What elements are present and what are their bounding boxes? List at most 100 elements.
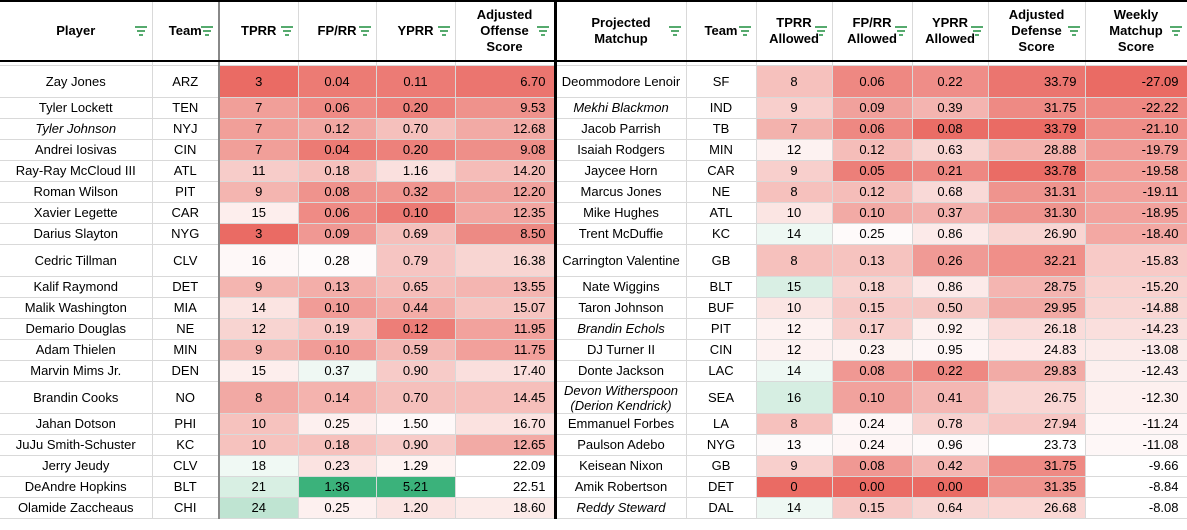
projected-matchup-cell[interactable]: Trent McDuffie	[555, 223, 687, 245]
fprr-cell[interactable]: 0.37	[298, 360, 377, 382]
table-row[interactable]: Jahan Dotson PHI 10 0.25 1.50 16.70 Emmanuel F…	[0, 413, 1187, 435]
projected-matchup-cell[interactable]: Amik Robertson	[555, 476, 687, 498]
table-row[interactable]: Darius Slayton NYG 3 0.09 0.69 8.50 Trent McDu…	[0, 223, 1187, 245]
adjusted-offense-score-cell[interactable]: 15.07	[455, 297, 557, 319]
team-cell[interactable]: CLV	[152, 455, 220, 477]
yprr-allowed-cell[interactable]: 0.68	[912, 181, 989, 203]
player-cell[interactable]: JuJu Smith-Schuster	[0, 434, 153, 456]
fprr-cell[interactable]: 0.12	[298, 118, 377, 140]
filter-icon[interactable]	[668, 26, 681, 36]
yprr-allowed-cell[interactable]: 0.86	[912, 223, 989, 245]
weekly-matchup-score-cell[interactable]: -9.66	[1085, 455, 1187, 477]
team-cell[interactable]: NYG	[152, 223, 220, 245]
yprr-cell[interactable]: 0.90	[376, 434, 456, 456]
table-row[interactable]: Kalif Raymond DET 9 0.13 0.65 13.55 Nate Wiggi…	[0, 276, 1187, 298]
player-cell[interactable]: Demario Douglas	[0, 318, 153, 340]
tprr-cell[interactable]: 9	[218, 276, 299, 298]
adjusted-offense-score-cell[interactable]: 12.20	[455, 181, 557, 203]
table-row[interactable]: Xavier Legette CAR 15 0.06 0.10 12.35 Mike Hug…	[0, 202, 1187, 224]
yprr-allowed-cell[interactable]: 0.39	[912, 97, 989, 119]
adjusted-offense-score-cell[interactable]: 9.53	[455, 97, 557, 119]
tprr-allowed-cell[interactable]: 14	[756, 223, 833, 245]
fprr-cell[interactable]: 0.18	[298, 434, 377, 456]
fprr-allowed-cell[interactable]: 0.12	[832, 139, 913, 161]
weekly-matchup-score-cell[interactable]: -14.88	[1085, 297, 1187, 319]
col-header-yprr[interactable]: YPRR	[376, 0, 456, 62]
weekly-matchup-score-cell[interactable]: -8.84	[1085, 476, 1187, 498]
player-cell[interactable]: Cedric Tillman	[0, 244, 153, 277]
fprr-cell[interactable]: 0.06	[298, 202, 377, 224]
tprr-cell[interactable]: 3	[218, 65, 299, 98]
team-cell[interactable]: CIN	[152, 139, 220, 161]
projected-matchup-cell[interactable]: Carrington Valentine	[555, 244, 687, 277]
col-header-team[interactable]: Team	[152, 0, 220, 62]
weekly-matchup-score-cell[interactable]: -12.43	[1085, 360, 1187, 382]
yprr-cell[interactable]: 0.90	[376, 360, 456, 382]
weekly-matchup-score-cell[interactable]: -14.23	[1085, 318, 1187, 340]
adjusted-defense-score-cell[interactable]: 26.68	[988, 497, 1086, 519]
yprr-allowed-cell[interactable]: 0.92	[912, 318, 989, 340]
tprr-allowed-cell[interactable]: 15	[756, 276, 833, 298]
fprr-allowed-cell[interactable]: 0.18	[832, 276, 913, 298]
tprr-cell[interactable]: 16	[218, 244, 299, 277]
adjusted-offense-score-cell[interactable]: 14.45	[455, 381, 557, 414]
team-cell[interactable]: ARZ	[152, 65, 220, 98]
fprr-cell[interactable]: 0.06	[298, 97, 377, 119]
projected-matchup-cell[interactable]: Reddy Steward	[555, 497, 687, 519]
weekly-matchup-score-cell[interactable]: -11.08	[1085, 434, 1187, 456]
yprr-allowed-cell[interactable]: 0.22	[912, 360, 989, 382]
adjusted-defense-score-cell[interactable]: 31.35	[988, 476, 1086, 498]
filter-icon[interactable]	[1067, 26, 1080, 36]
defense-team-cell[interactable]: PIT	[686, 318, 757, 340]
team-cell[interactable]: CAR	[152, 202, 220, 224]
player-cell[interactable]: Olamide Zaccheaus	[0, 497, 153, 519]
tprr-cell[interactable]: 24	[218, 497, 299, 519]
tprr-cell[interactable]: 7	[218, 118, 299, 140]
col-header-adjusted-offense-score[interactable]: Adjusted Offense Score	[455, 0, 557, 62]
adjusted-defense-score-cell[interactable]: 33.78	[988, 160, 1086, 182]
tprr-allowed-cell[interactable]: 16	[756, 381, 833, 414]
projected-matchup-cell[interactable]: Brandin Echols	[555, 318, 687, 340]
yprr-cell[interactable]: 0.10	[376, 202, 456, 224]
adjusted-offense-score-cell[interactable]: 16.38	[455, 244, 557, 277]
weekly-matchup-score-cell[interactable]: -15.83	[1085, 244, 1187, 277]
adjusted-offense-score-cell[interactable]: 12.65	[455, 434, 557, 456]
tprr-allowed-cell[interactable]: 0	[756, 476, 833, 498]
yprr-cell[interactable]: 0.70	[376, 118, 456, 140]
player-cell[interactable]: Marvin Mims Jr.	[0, 360, 153, 382]
yprr-cell[interactable]: 0.20	[376, 139, 456, 161]
yprr-allowed-cell[interactable]: 0.08	[912, 118, 989, 140]
team-cell[interactable]: TEN	[152, 97, 220, 119]
table-row[interactable]: Adam Thielen MIN 9 0.10 0.59 11.75 DJ Turner I…	[0, 339, 1187, 361]
fprr-allowed-cell[interactable]: 0.15	[832, 297, 913, 319]
fprr-allowed-cell[interactable]: 0.06	[832, 118, 913, 140]
team-cell[interactable]: DET	[152, 276, 220, 298]
projected-matchup-cell[interactable]: Nate Wiggins	[555, 276, 687, 298]
fprr-allowed-cell[interactable]: 0.10	[832, 381, 913, 414]
adjusted-defense-score-cell[interactable]: 31.75	[988, 455, 1086, 477]
fprr-allowed-cell[interactable]: 0.10	[832, 202, 913, 224]
adjusted-offense-score-cell[interactable]: 22.51	[455, 476, 557, 498]
yprr-allowed-cell[interactable]: 0.37	[912, 202, 989, 224]
projected-matchup-cell[interactable]: Deommodore Lenoir	[555, 65, 687, 98]
yprr-allowed-cell[interactable]: 0.41	[912, 381, 989, 414]
table-row[interactable]: Cedric Tillman CLV 16 0.28 0.79 16.38 Carringt…	[0, 244, 1187, 277]
fprr-cell[interactable]: 0.09	[298, 223, 377, 245]
tprr-allowed-cell[interactable]: 13	[756, 434, 833, 456]
team-cell[interactable]: CLV	[152, 244, 220, 277]
defense-team-cell[interactable]: TB	[686, 118, 757, 140]
defense-team-cell[interactable]: BUF	[686, 297, 757, 319]
table-row[interactable]: Tyler Lockett TEN 7 0.06 0.20 9.53 Mekhi Black…	[0, 97, 1187, 119]
fprr-cell[interactable]: 0.19	[298, 318, 377, 340]
tprr-allowed-cell[interactable]: 9	[756, 455, 833, 477]
table-row[interactable]: Olamide Zaccheaus CHI 24 0.25 1.20 18.60 Reddy…	[0, 497, 1187, 519]
tprr-allowed-cell[interactable]: 8	[756, 244, 833, 277]
filter-icon[interactable]	[358, 26, 371, 36]
yprr-cell[interactable]: 0.20	[376, 97, 456, 119]
defense-team-cell[interactable]: GB	[686, 455, 757, 477]
tprr-allowed-cell[interactable]: 7	[756, 118, 833, 140]
yprr-cell[interactable]: 0.44	[376, 297, 456, 319]
yprr-cell[interactable]: 0.79	[376, 244, 456, 277]
table-row[interactable]: Ray-Ray McCloud III ATL 11 0.18 1.16 14.20 Jay…	[0, 160, 1187, 182]
fprr-cell[interactable]: 1.36	[298, 476, 377, 498]
